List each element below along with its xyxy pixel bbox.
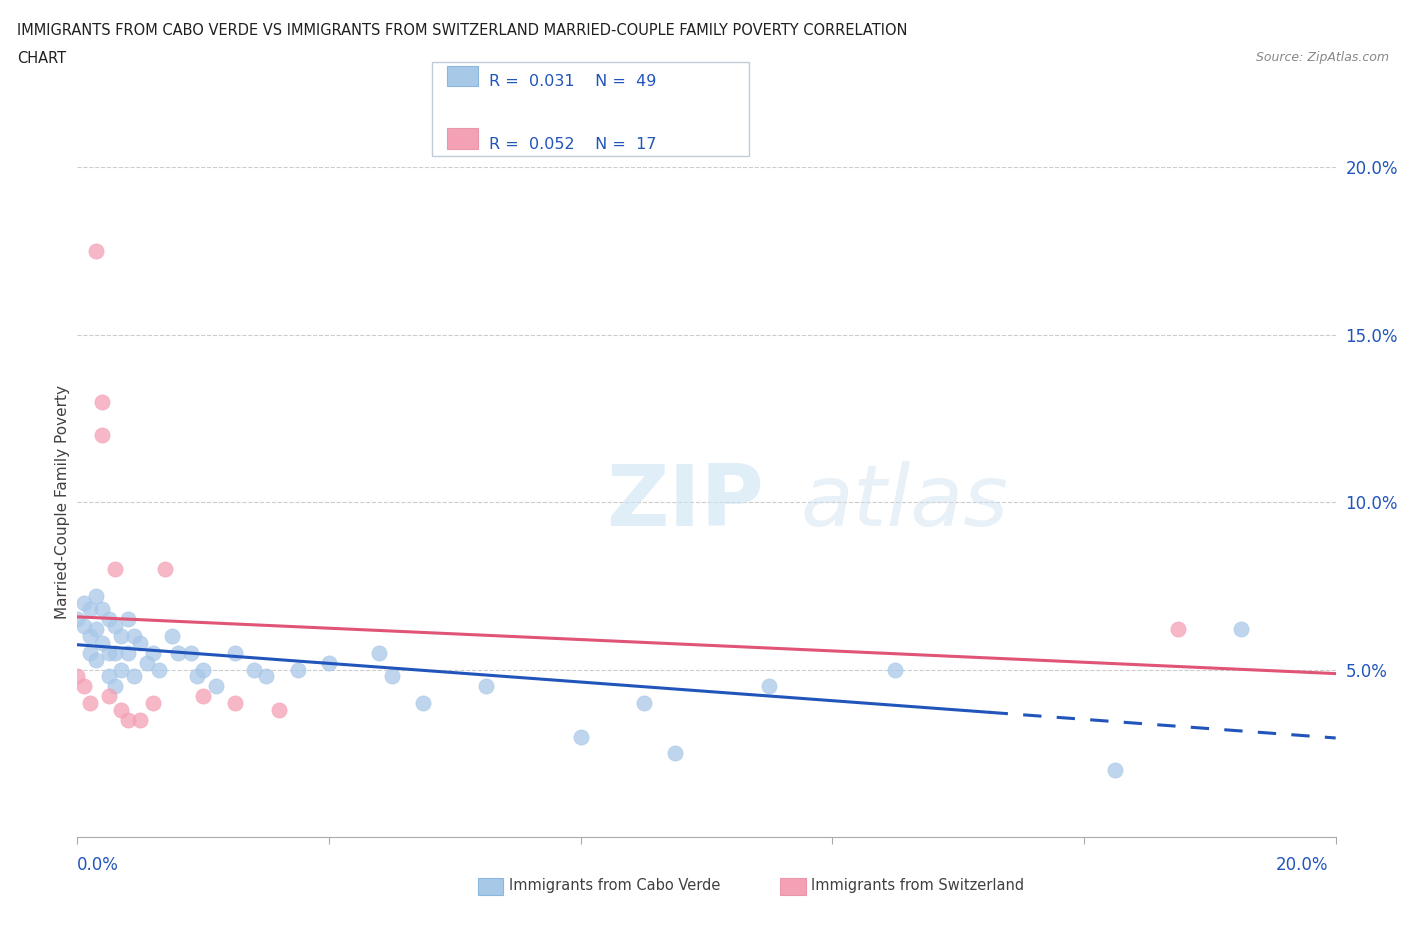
Point [167,645,190,660]
Point [287,662,309,677]
Point [104,645,127,660]
Point [224,696,246,711]
Point [104,679,127,694]
Y-axis label: Married-Couple Family Poverty: Married-Couple Family Poverty [55,385,70,619]
Text: atlas: atlas [801,460,1010,544]
Point [97,645,120,660]
Point [110,629,132,644]
Text: CHART: CHART [17,51,66,66]
Point [72,618,94,633]
Text: IMMIGRANTS FROM CABO VERDE VS IMMIGRANTS FROM SWITZERLAND MARRIED-COUPLE FAMILY : IMMIGRANTS FROM CABO VERDE VS IMMIGRANTS… [17,23,907,38]
Point [204,679,226,694]
Point [110,702,132,717]
Point [142,645,165,660]
Text: 0.0%: 0.0% [77,856,120,873]
Point [318,656,340,671]
Point [72,595,94,610]
Text: Immigrants from Cabo Verde: Immigrants from Cabo Verde [509,878,720,893]
Point [475,679,498,694]
Point [368,645,391,660]
Point [104,618,127,633]
Point [1167,622,1189,637]
Point [254,669,277,684]
Point [84,652,107,667]
Point [91,635,114,650]
Point [84,589,107,604]
Point [97,669,120,684]
Point [160,629,183,644]
Point [72,679,94,694]
Point [186,669,208,684]
Point [84,244,107,259]
Point [148,662,170,677]
Point [91,394,114,409]
Point [191,662,215,677]
Point [1104,763,1126,777]
Point [122,669,145,684]
Point [758,679,780,694]
Point [180,645,202,660]
Text: ZIP: ZIP [606,460,763,544]
Point [84,622,107,637]
Point [66,669,89,684]
Point [91,428,114,443]
Text: R =  0.052    N =  17: R = 0.052 N = 17 [489,137,657,152]
Point [79,645,101,660]
Point [155,562,177,577]
Point [142,696,165,711]
Point [884,662,907,677]
Point [242,662,264,677]
Point [633,696,655,711]
Point [66,612,89,627]
Point [97,612,120,627]
Point [117,612,139,627]
Point [91,602,114,617]
Point [1230,622,1253,637]
Point [135,656,157,671]
Point [122,629,145,644]
Point [664,746,686,761]
Text: 20.0%: 20.0% [1277,856,1329,873]
Text: Source: ZipAtlas.com: Source: ZipAtlas.com [1256,51,1389,64]
Point [129,635,152,650]
Point [412,696,434,711]
Point [79,629,101,644]
Point [97,689,120,704]
Point [117,712,139,727]
Text: R =  0.031    N =  49: R = 0.031 N = 49 [489,74,657,89]
Point [267,702,290,717]
Point [129,712,152,727]
Point [79,696,101,711]
Point [110,662,132,677]
Point [117,645,139,660]
Point [224,645,246,660]
Point [191,689,215,704]
Point [381,669,404,684]
Point [79,602,101,617]
Text: Immigrants from Switzerland: Immigrants from Switzerland [811,878,1025,893]
Point [104,562,127,577]
Point [569,729,592,744]
